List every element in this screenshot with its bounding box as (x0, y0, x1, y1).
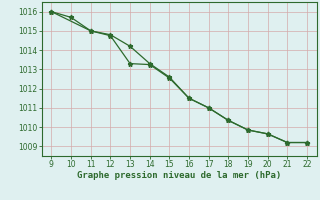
X-axis label: Graphe pression niveau de la mer (hPa): Graphe pression niveau de la mer (hPa) (77, 171, 281, 180)
